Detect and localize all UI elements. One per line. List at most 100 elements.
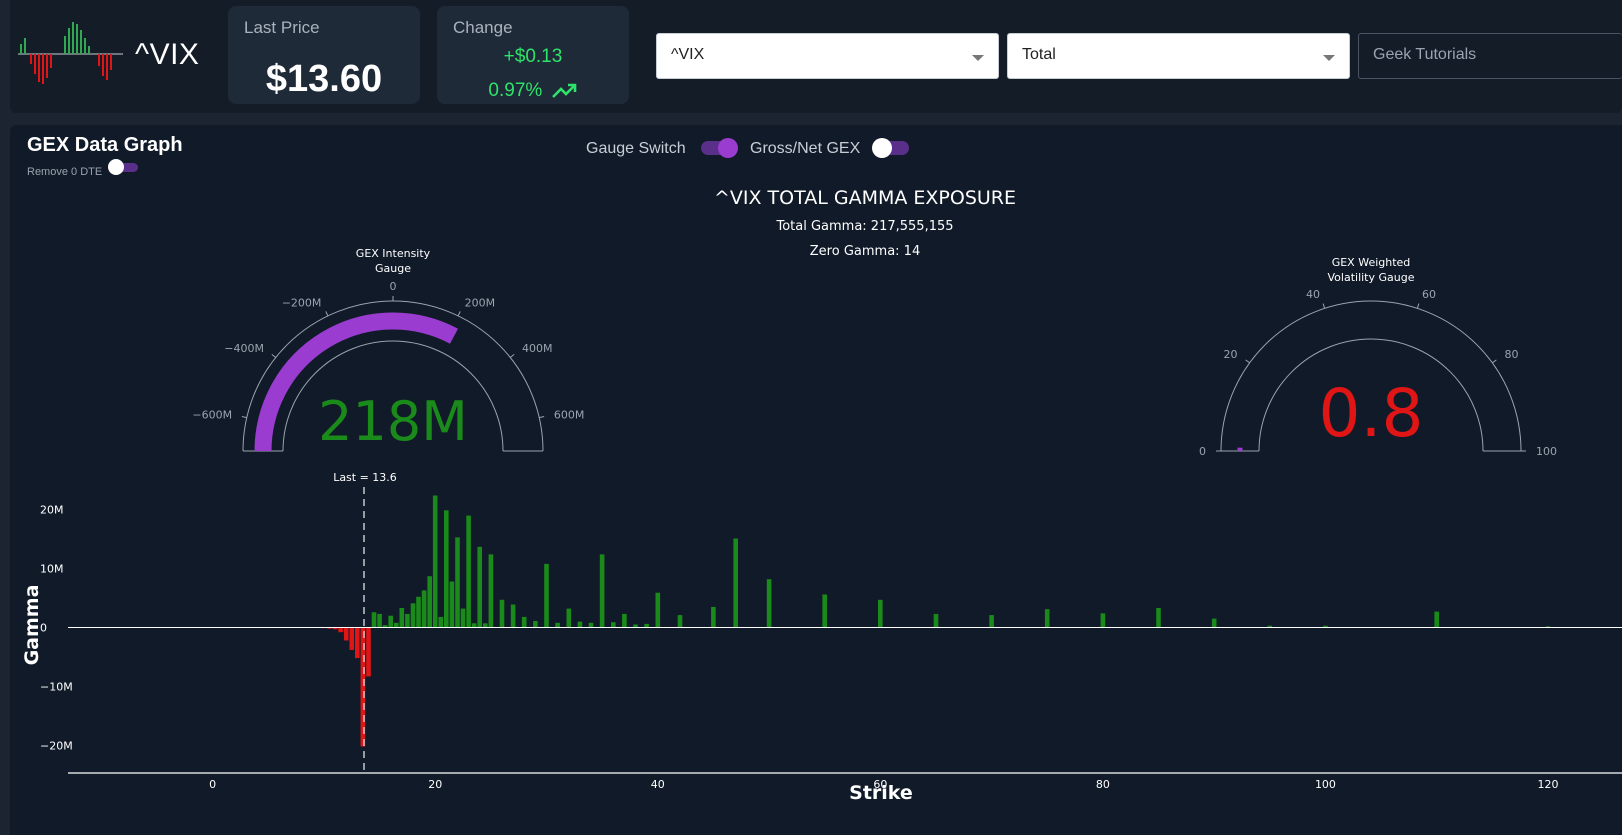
gamma-bar (405, 613, 410, 628)
y-tick-label: 10M (40, 563, 64, 576)
y-tick-label: 20M (40, 504, 64, 517)
gamma-bar (1545, 626, 1551, 628)
last-price-marker-label: Last = 13.6 (333, 471, 397, 484)
gamma-bar (460, 608, 466, 628)
gamma-bar (394, 622, 399, 628)
x-tick-label: 20 (428, 778, 442, 791)
gauge-tick (1245, 359, 1250, 364)
gamma-bar (933, 613, 939, 628)
chevron-down-icon (1323, 55, 1335, 61)
gauge-inner-arc (282, 340, 504, 452)
gauge-tick-label: 80 (1505, 348, 1519, 361)
gamma-bar (455, 537, 460, 628)
gamma-bar (1434, 611, 1439, 628)
gex-type-select-value: Total (1022, 46, 1056, 63)
gamma-bar (382, 625, 388, 628)
gamma-bar (438, 616, 444, 628)
toggle-knob (872, 138, 892, 158)
gamma-bar (327, 627, 332, 629)
gamma-bar (822, 594, 827, 628)
gex-intensity-gauge: GEX Intensity Gauge 218M −600M −400M −200M… (192, 247, 584, 453)
y-tick-label: −10M (40, 680, 73, 693)
tutorials-select[interactable]: Geek Tutorials (1358, 33, 1622, 79)
gauge-value-bar (254, 312, 458, 452)
gauge-tick (509, 353, 515, 358)
change-pct-row: 0.97% (437, 80, 629, 102)
gamma-bar (410, 603, 416, 628)
gauge-tick-label: −200M (282, 296, 322, 309)
gamma-bar (416, 596, 421, 628)
intensity-gauge-value: 218M (318, 390, 468, 453)
gamma-bar (577, 621, 583, 628)
intensity-gauge-title-line2: Gauge (375, 262, 411, 275)
gauge-tick (1322, 303, 1326, 309)
gamma-bar (427, 576, 432, 628)
chart-xlabel: Strike (849, 782, 913, 804)
gex-panel (10, 125, 1622, 835)
gauge-tick-label: −400M (224, 342, 264, 355)
gamma-bar (655, 592, 661, 628)
gamma-bar (349, 627, 355, 650)
change-abs-value: +$0.13 (503, 46, 563, 67)
gamma-bar (599, 554, 605, 628)
gamma-bar (766, 579, 772, 628)
change-label: Change (453, 18, 513, 37)
gauge-switch-label: Gauge Switch (586, 140, 686, 157)
remove-0dte-toggle[interactable] (108, 159, 138, 175)
gauge-tick (241, 416, 247, 419)
volatility-gauge-title-line1: GEX Weighted (1332, 256, 1411, 269)
gamma-bar (471, 623, 477, 628)
x-tick-label: 100 (1315, 778, 1336, 791)
symbol-select[interactable]: ^VIX (656, 33, 999, 79)
gamma-bar (611, 622, 616, 628)
gamma-bar (555, 622, 560, 628)
gross-net-gex-toggle[interactable] (872, 138, 909, 158)
chevron-down-icon (972, 55, 984, 61)
gamma-bar (499, 599, 505, 628)
gamma-bar (366, 627, 371, 677)
chart-zero-gamma: Zero Gamma: 14 (810, 244, 920, 259)
change-pct-value: 0.97% (488, 80, 543, 101)
x-tick-label: 60 (873, 778, 887, 791)
gamma-bar (488, 554, 494, 628)
gauge-tick-label: 20 (1224, 348, 1238, 361)
volatility-gauge-title-line2: Volatility Gauge (1328, 271, 1415, 284)
gamma-bar (355, 627, 360, 659)
gauge-tick (457, 311, 461, 317)
gauge-tick (1416, 303, 1420, 309)
gamma-bar (444, 510, 449, 628)
tutorials-select-value: Geek Tutorials (1373, 46, 1477, 63)
trending-up-icon (551, 83, 576, 98)
gamma-bar (421, 590, 427, 628)
x-tick-label: 40 (651, 778, 665, 791)
last-price-label: Last Price (244, 18, 320, 37)
gamma-bar (432, 495, 438, 628)
gauge-tick-label: 100 (1536, 445, 1557, 458)
last-price-card: Last Price $13.60 (228, 6, 420, 104)
gamma-bar (449, 581, 455, 628)
gamma-bar (1323, 625, 1328, 628)
gex-type-select[interactable]: Total (1007, 33, 1350, 79)
gamma-bar (733, 538, 738, 628)
gamma-bar (989, 615, 994, 628)
intensity-gauge-title-line1: GEX Intensity (356, 247, 431, 260)
gauge-outer-arc (1220, 300, 1522, 452)
remove-0dte-label: Remove 0 DTE (27, 166, 103, 178)
gauge-tick-label: 60 (1422, 288, 1436, 301)
gamma-bar (332, 627, 338, 630)
gauge-tick-label: 40 (1306, 288, 1320, 301)
gamma-bar (521, 616, 527, 628)
gamma-bar (399, 608, 405, 628)
gauge-tick (539, 416, 545, 419)
gamma-bar (1211, 618, 1217, 628)
gauge-tick (271, 353, 277, 358)
gamma-bar (343, 627, 349, 641)
x-tick-label: 0 (209, 778, 216, 791)
gauge-switch-toggle[interactable] (701, 138, 738, 158)
gamma-bar (533, 621, 538, 628)
gamma-bar (566, 608, 572, 628)
gauge-tick-label: 600M (554, 408, 585, 421)
panel-title: GEX Data Graph (27, 134, 183, 156)
gamma-bar (388, 615, 393, 628)
x-tick-label: 80 (1096, 778, 1110, 791)
